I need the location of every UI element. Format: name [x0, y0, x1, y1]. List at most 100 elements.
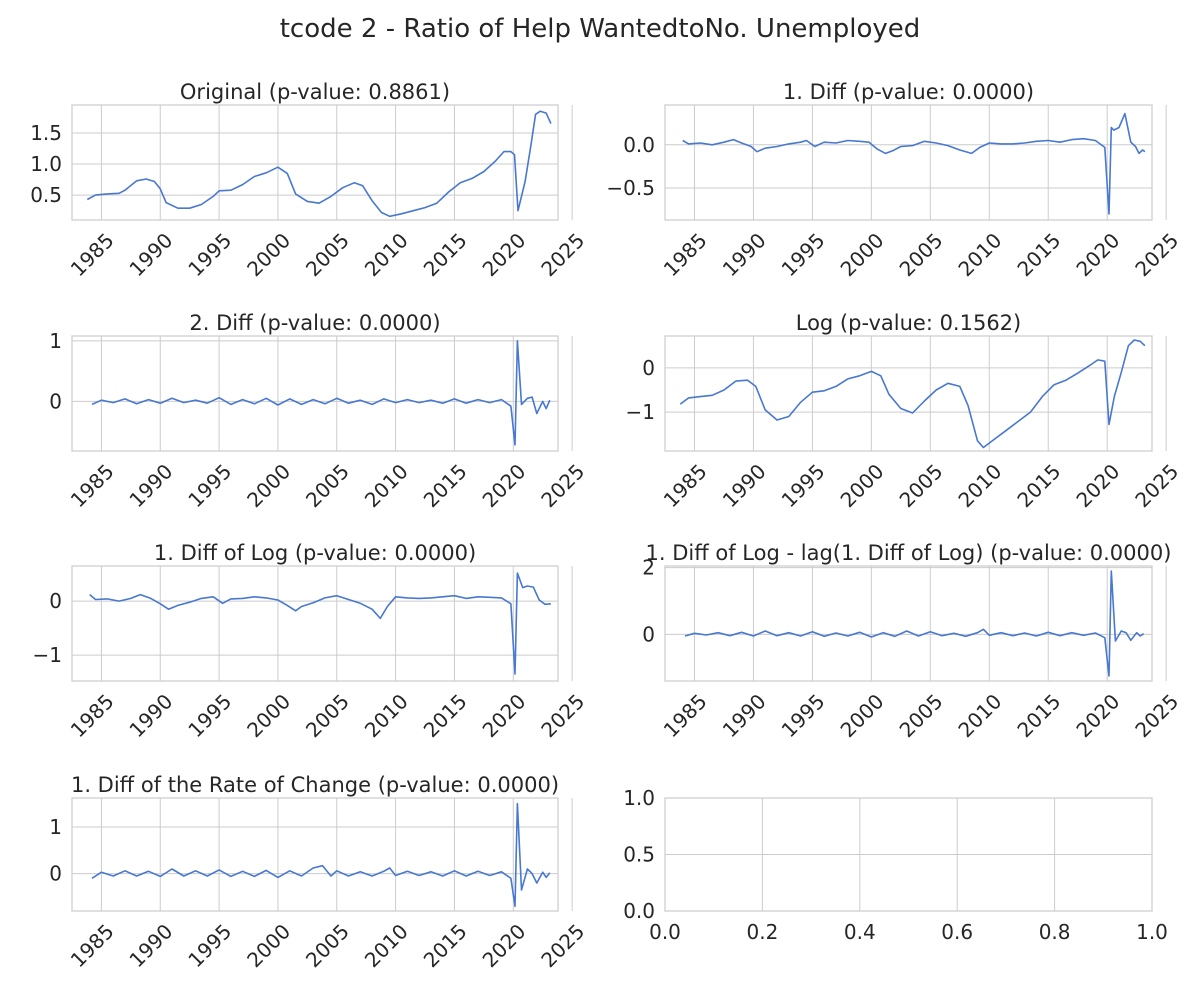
x-tick-label: 2015 [419, 919, 472, 972]
x-tick-label: 1995 [777, 459, 830, 512]
subplot-3: 1985 1990 1995 2000 2005 2010 2015 2020 2025 0 1 2.… [49, 311, 589, 512]
x-tick-label: 2020 [1071, 228, 1124, 281]
y-tick-label: 0 [642, 622, 655, 646]
y-tick-label: 0 [49, 389, 62, 413]
x-tick-label: 2025 [536, 459, 589, 512]
subplot-title: 1. Diff of Log (p-value: 0.0000) [154, 541, 476, 565]
x-tick-label: 1985 [659, 689, 712, 742]
x-tick-label: 2000 [242, 459, 295, 512]
y-tick-label: 0.5 [30, 183, 62, 207]
axes-background [665, 105, 1152, 220]
subplot-title: 1. Diff (p-value: 0.0000) [783, 80, 1034, 104]
x-tick-label: 2010 [953, 459, 1006, 512]
subplot-title: Log (p-value: 0.1562) [796, 311, 1022, 335]
x-tick-label: 2020 [1071, 689, 1124, 742]
x-tick-label: 0.4 [844, 920, 876, 944]
y-tick-label: 1 [49, 815, 62, 839]
subplot-title: 2. Diff (p-value: 0.0000) [189, 311, 440, 335]
x-tick-label: 2005 [895, 228, 948, 281]
y-tick-label: 0.5 [623, 843, 655, 867]
series-line [679, 339, 1146, 449]
y-tick-label: −0.5 [606, 176, 655, 200]
x-tick-label: 1985 [66, 919, 119, 972]
subplot-title: Original (p-value: 0.8861) [180, 80, 450, 104]
axes-background [72, 336, 558, 451]
x-tick-label: 1990 [718, 459, 771, 512]
x-tick-label: 2025 [1130, 689, 1183, 742]
y-tick-label: 0.0 [623, 899, 655, 923]
x-tick-label: 2005 [895, 459, 948, 512]
x-tick-label: 2000 [836, 228, 889, 281]
x-tick-label: 2005 [301, 919, 354, 972]
x-tick-label: 2015 [419, 228, 472, 281]
series-line [91, 802, 551, 908]
axes-frame [664, 335, 1153, 452]
x-tick-label: 1995 [183, 689, 236, 742]
x-tick-label: 1995 [777, 228, 830, 281]
axes-background [72, 105, 558, 220]
x-tick-label: 2025 [536, 689, 589, 742]
subplot-1: 1985 1990 1995 2000 2005 2010 2015 2020 2025 0.5 1… [30, 80, 589, 281]
x-tick-label: 1.0 [1136, 920, 1168, 944]
x-tick-label: 1985 [66, 228, 119, 281]
x-tick-label: 2005 [301, 459, 354, 512]
x-tick-label: 0.0 [649, 920, 681, 944]
axes-frame [71, 797, 559, 912]
y-tick-label: 0 [642, 356, 655, 380]
x-tick-label: 1995 [183, 919, 236, 972]
x-tick-label: 2015 [419, 459, 472, 512]
axes-frame [71, 335, 559, 452]
x-tick-label: 1995 [777, 689, 830, 742]
axes-frame [71, 104, 559, 221]
x-tick-label: 2000 [242, 919, 295, 972]
x-tick-label: 1990 [124, 919, 177, 972]
y-tick-label: −1 [626, 400, 655, 424]
y-tick-label: 1.5 [30, 121, 62, 145]
series-line [682, 112, 1146, 215]
x-tick-label: 1990 [124, 459, 177, 512]
series-line [89, 572, 551, 675]
subplot-8: 0.0 0.2 0.4 0.6 0.8 1.0 0.0 0.5 1.0 [623, 786, 1168, 944]
axes-frame [71, 565, 559, 682]
subplot-7: 1985 1990 1995 2000 2005 2010 2015 2020 2025 0 1 1.… [49, 773, 589, 972]
x-tick-label: 2005 [301, 689, 354, 742]
x-tick-label: 2020 [478, 228, 531, 281]
x-tick-label: 1985 [66, 459, 119, 512]
axes-frame [664, 797, 1153, 912]
y-tick-label: 1 [49, 329, 62, 353]
x-tick-label: 2005 [301, 228, 354, 281]
x-tick-label: 2025 [1130, 228, 1183, 281]
y-tick-label: 0 [49, 589, 62, 613]
subplot-2: 1985 1990 1995 2000 2005 2010 2015 2020 2025 −0.5… [606, 80, 1183, 281]
x-tick-label: 2020 [1071, 459, 1124, 512]
x-tick-label: 2025 [1130, 459, 1183, 512]
x-tick-label: 2020 [478, 459, 531, 512]
x-tick-label: 1985 [66, 689, 119, 742]
x-tick-label: 1990 [124, 689, 177, 742]
series-line [91, 339, 551, 446]
x-tick-label: 2025 [536, 228, 589, 281]
series-line [86, 110, 552, 218]
figure-title: tcode 2 - Ratio of Help WantedtoNo. Unem… [279, 14, 921, 44]
x-tick-label: 1985 [659, 459, 712, 512]
x-tick-label: 2010 [360, 459, 413, 512]
y-tick-label: 1.0 [30, 152, 62, 176]
axes-frame [664, 565, 1153, 682]
x-tick-label: 1990 [718, 228, 771, 281]
subplot-title: 1. Diff of the Rate of Change (p-value: … [71, 773, 559, 797]
y-tick-label: 2 [642, 556, 655, 580]
y-tick-label: 0 [49, 862, 62, 886]
x-tick-label: 2005 [895, 689, 948, 742]
y-tick-label: −1 [33, 643, 62, 667]
x-tick-label: 1995 [183, 459, 236, 512]
subplot-4: 1985 1990 1995 2000 2005 2010 2015 2020 2025 −1 0 L… [626, 311, 1184, 512]
x-tick-label: 1995 [183, 228, 236, 281]
y-tick-label: 1.0 [623, 786, 655, 810]
y-tick-label: 0.0 [623, 133, 655, 157]
x-tick-label: 0.2 [746, 920, 778, 944]
axes-background [665, 336, 1152, 451]
x-tick-label: 2000 [242, 689, 295, 742]
x-tick-label: 1990 [718, 689, 771, 742]
